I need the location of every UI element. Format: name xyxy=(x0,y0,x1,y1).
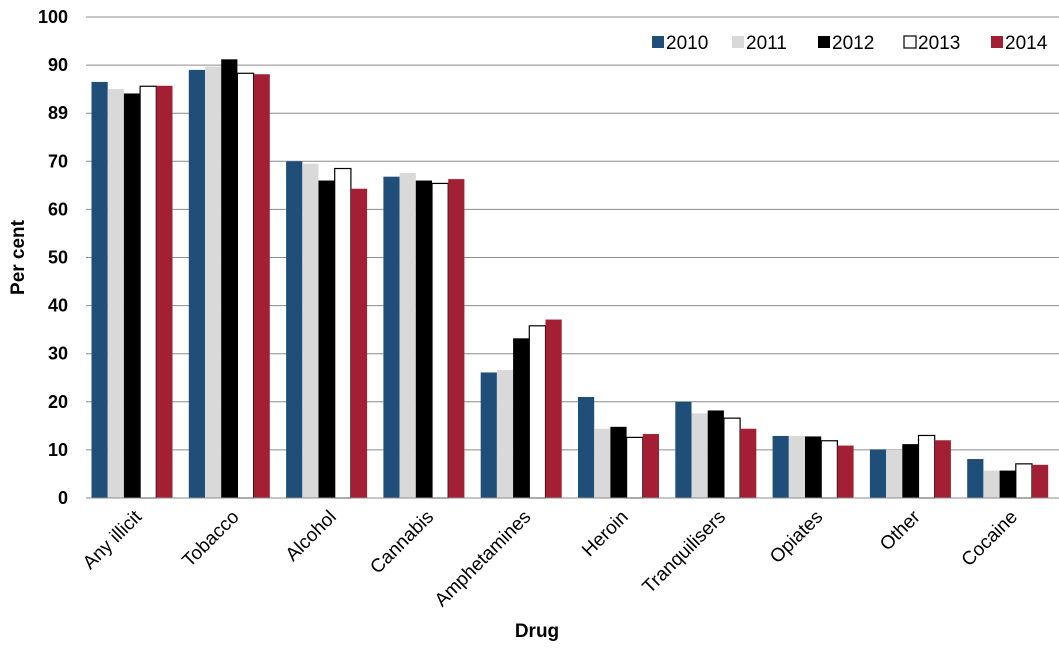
bar-2010-cocaine xyxy=(967,459,984,498)
bar-2013-alcohol xyxy=(334,167,352,499)
legend: 2010 2011 2012 2013 2014 xyxy=(652,33,1048,54)
bar-2011-amphetamines xyxy=(496,370,514,498)
bar-2011-tranquilisers xyxy=(691,413,708,498)
bar-2014-tobacco xyxy=(253,74,270,498)
bar-2010-other xyxy=(869,449,887,498)
legend-label: 2011 xyxy=(746,33,787,54)
bar-2014-any-illicit xyxy=(156,85,173,499)
bar-2014-amphetamines xyxy=(545,319,562,498)
x-category-label: Amphetamines xyxy=(431,507,535,611)
bar-2012-other xyxy=(902,444,919,498)
legend-label: 2013 xyxy=(918,33,960,54)
bar-2011-opiates xyxy=(788,435,805,498)
y-tick-label: 70 xyxy=(48,151,68,171)
bar-2011-other xyxy=(886,449,903,498)
x-category-label: Other xyxy=(876,506,925,555)
legend-swatch xyxy=(652,36,664,48)
y-tick-label: 100 xyxy=(38,7,68,27)
bar-2013-cannabis xyxy=(431,182,449,499)
legend-label: 2010 xyxy=(666,33,708,54)
bar-2014-tranquilisers xyxy=(740,428,757,498)
bar-2010-alcohol xyxy=(286,161,303,499)
x-category-label: Any illicit xyxy=(79,506,147,574)
y-tick-label: 0 xyxy=(58,488,68,508)
legend-label: 2014 xyxy=(1005,33,1048,54)
bar-2010-tobacco xyxy=(188,69,205,498)
bar-2010-cannabis xyxy=(383,176,400,498)
bar-2012-tobacco xyxy=(221,59,238,498)
legend-label: 2012 xyxy=(832,33,874,54)
y-axis-title: Per cent xyxy=(8,219,29,295)
bar-2013-any-illicit xyxy=(139,85,157,499)
bar-2013-tranquilisers xyxy=(723,417,741,499)
y-tick-label: 89 xyxy=(48,103,68,123)
x-category-label: Cocaine xyxy=(958,507,1022,571)
x-axis-title: Drug xyxy=(515,621,559,642)
bar-2014-cannabis xyxy=(448,179,465,499)
bar-2014-opiates xyxy=(837,445,854,498)
y-tick-label: 30 xyxy=(48,344,68,364)
x-category-label: Cannabis xyxy=(366,507,438,579)
y-tick-label: 20 xyxy=(48,392,68,412)
bar-2011-heroin xyxy=(594,428,611,498)
x-category-label: Opiates xyxy=(766,507,827,568)
y-tick-label: 10 xyxy=(48,440,68,460)
bar-2014-other xyxy=(934,440,951,498)
bar-2011-cocaine xyxy=(983,470,1000,498)
x-category-label: Tranquilisers xyxy=(639,507,730,598)
y-tick-label: 50 xyxy=(48,248,68,268)
bar-2012-cocaine xyxy=(999,470,1016,498)
bar-2014-alcohol xyxy=(350,188,368,499)
y-tick-label: 40 xyxy=(48,296,68,316)
legend-swatch xyxy=(732,36,744,48)
bar-2013-cocaine xyxy=(1015,463,1033,499)
bar-2011-any-illicit xyxy=(107,89,124,499)
legend-swatch xyxy=(818,36,830,48)
bar-2012-any-illicit xyxy=(123,93,141,498)
bar-2011-alcohol xyxy=(302,163,319,498)
bar-2013-tobacco xyxy=(236,72,255,499)
bar-2012-amphetamines xyxy=(513,338,530,498)
y-tick-label: 60 xyxy=(48,199,68,219)
bar-2013-amphetamines xyxy=(528,325,547,499)
bar-2010-amphetamines xyxy=(480,372,497,498)
bars xyxy=(91,59,1049,499)
bar-2010-heroin xyxy=(578,396,595,498)
bar-2011-cannabis xyxy=(399,172,416,498)
bar-2013-opiates xyxy=(820,440,839,499)
bar-2011-tobacco xyxy=(205,66,222,498)
x-category-label: Alcohol xyxy=(282,507,341,566)
bar-2014-cocaine xyxy=(1032,464,1049,498)
bar-2014-heroin xyxy=(642,434,659,498)
bar-2012-opiates xyxy=(805,436,822,498)
bar-2012-cannabis xyxy=(415,180,432,499)
x-category-label: Heroin xyxy=(578,507,632,561)
bar-2010-tranquilisers xyxy=(675,401,692,498)
legend-swatch xyxy=(903,35,917,49)
legend-swatch xyxy=(991,36,1003,48)
x-axis-category-labels: Any illicit Tobacco Alcohol CannabisAmpheta… xyxy=(79,506,1022,611)
bar-2010-opiates xyxy=(772,435,789,498)
bar-2013-other xyxy=(917,434,936,499)
bar-2010-any-illicit xyxy=(91,81,108,498)
x-category-label: Tobacco xyxy=(179,507,244,572)
bar-2013-heroin xyxy=(625,436,644,499)
bar-2012-tranquilisers xyxy=(707,410,724,498)
y-axis-ticks: 0 10 20 30 40 50 60 70 89 90 100 xyxy=(38,7,68,508)
y-tick-label: 90 xyxy=(48,55,68,75)
bar-2012-alcohol xyxy=(318,180,335,499)
bar-2012-heroin xyxy=(610,426,627,498)
